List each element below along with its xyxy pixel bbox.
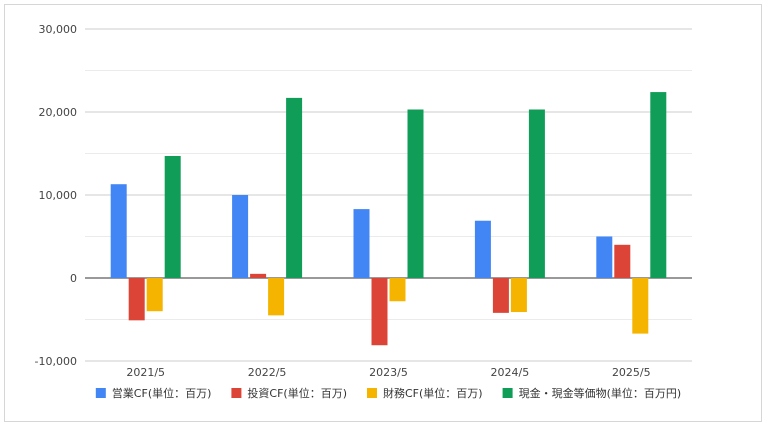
chart-frame: [4, 4, 762, 422]
legend-item-1: 営業CF(単位：百万): [95, 386, 212, 400]
legend-swatch: [95, 388, 106, 398]
bar-4-2025-5: [650, 92, 667, 278]
legend-label: 投資CF(単位：百万): [247, 386, 347, 400]
x-tick-label: 2021/5: [126, 366, 165, 379]
bar-1-2024-5: [474, 220, 491, 278]
bar-2-2021-5: [128, 278, 145, 321]
y-axis-ticks: -10,000 0 10,000 20,000 30,000: [35, 23, 77, 368]
legend: 営業CF(単位：百万) 投資CF(単位：百万) 財務CF(単位：百万) 現金・現金等価…: [95, 386, 682, 400]
bar-3-2024-5: [510, 278, 527, 313]
gridlines: [85, 28, 692, 362]
bar-3-2021-5: [146, 278, 163, 312]
legend-swatch: [231, 388, 242, 398]
bar-2-2025-5: [614, 244, 631, 278]
y-tick-label: 0: [70, 272, 77, 285]
legend-item-3: 財務CF(単位：百万): [367, 386, 483, 400]
bar-1-2023-5: [353, 209, 370, 278]
y-tick-label: -10,000: [35, 355, 77, 368]
bar-4-2024-5: [528, 109, 545, 278]
legend-item-4: 現金・現金等価物(単位：百万円): [502, 386, 682, 400]
y-tick-label: 30,000: [39, 23, 78, 36]
legend-swatch: [502, 388, 513, 398]
bars: [110, 92, 667, 346]
y-tick-label: 10,000: [39, 189, 78, 202]
bar-3-2023-5: [389, 278, 406, 302]
bar-2-2022-5: [250, 273, 267, 278]
legend-item-2: 投資CF(単位：百万): [231, 386, 347, 400]
bar-4-2023-5: [407, 109, 424, 278]
bar-1-2021-5: [110, 184, 127, 278]
bar-3-2022-5: [268, 278, 285, 316]
bar-1-2022-5: [232, 195, 249, 278]
legend-label: 現金・現金等価物(単位：百万円): [519, 386, 682, 400]
legend-label: 営業CF(単位：百万): [112, 386, 212, 400]
x-tick-label: 2025/5: [612, 366, 651, 379]
x-tick-label: 2024/5: [491, 366, 530, 379]
bar-4-2021-5: [164, 155, 181, 278]
legend-label: 財務CF(単位：百万): [383, 386, 483, 400]
bar-2-2023-5: [371, 278, 388, 346]
x-tick-label: 2023/5: [369, 366, 408, 379]
bar-1-2025-5: [596, 236, 613, 278]
bar-3-2025-5: [632, 278, 649, 334]
bar-2-2024-5: [492, 278, 509, 313]
legend-swatch: [367, 388, 377, 398]
bar-4-2022-5: [286, 97, 303, 278]
x-axis-ticks: 2021/5 2022/5 2023/5 2024/5 2025/5: [126, 366, 650, 379]
y-tick-label: 20,000: [39, 106, 78, 119]
x-tick-label: 2022/5: [248, 366, 287, 379]
